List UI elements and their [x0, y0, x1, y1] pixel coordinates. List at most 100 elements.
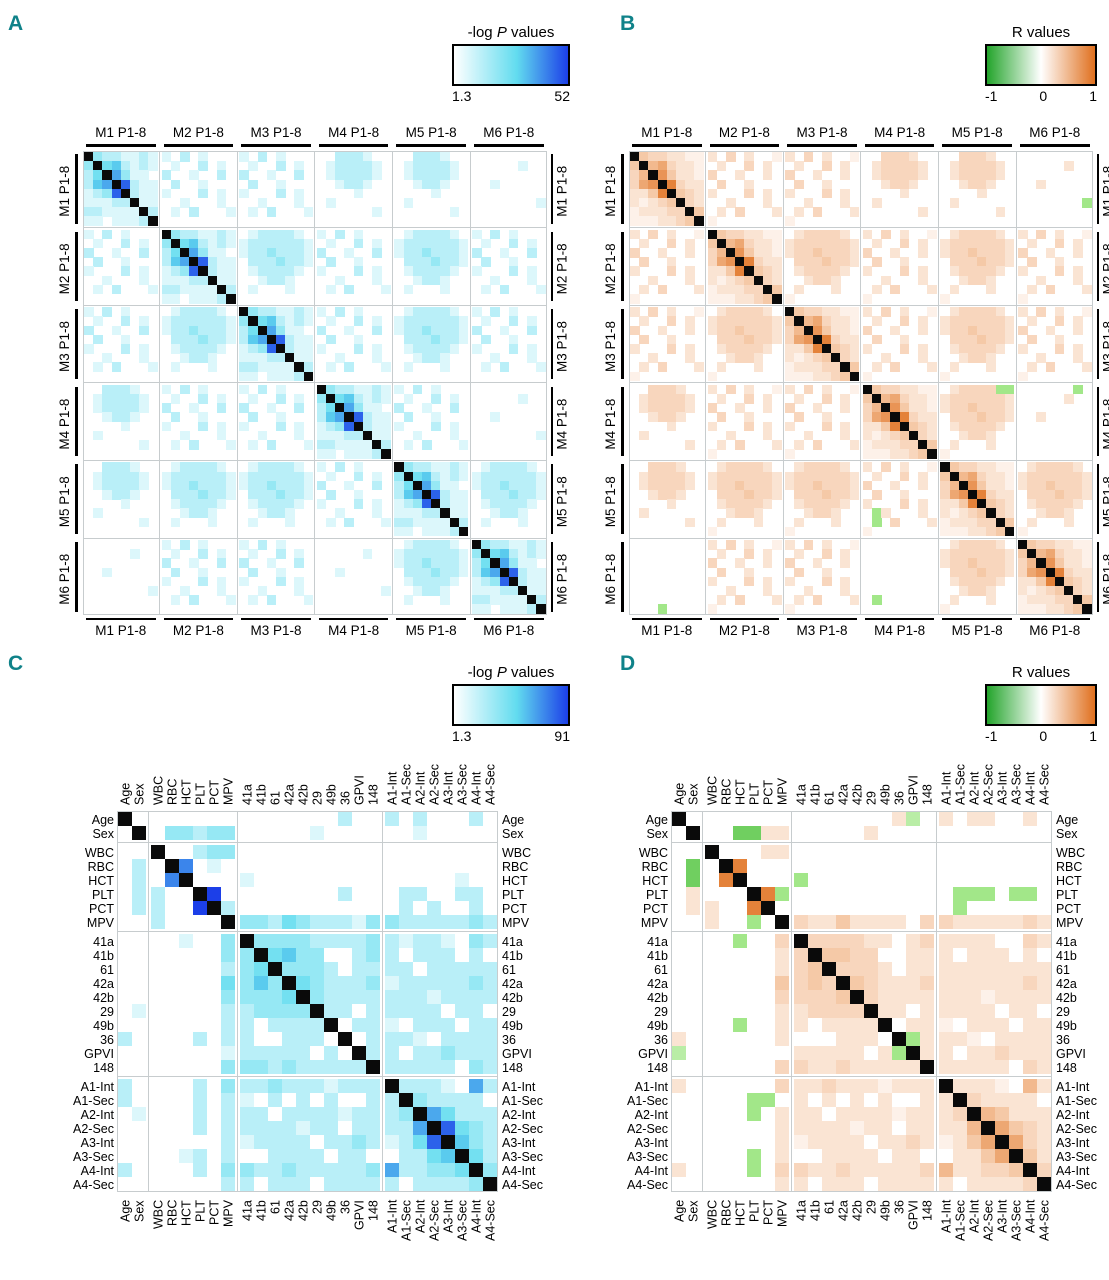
heatmap-cell: [102, 207, 112, 217]
heatmap-cell: [772, 490, 782, 500]
heatmap-cell: [862, 462, 873, 472]
heatmap-cell: [372, 403, 382, 413]
heatmap-cell: [472, 540, 482, 550]
heatmap-cell: [908, 449, 919, 459]
heatmap-cell: [949, 576, 960, 587]
heatmap-cell: [254, 962, 269, 977]
axis-tick-label: Sex: [132, 783, 147, 805]
heatmap-cell: [918, 161, 928, 171]
heatmap-cell: [139, 266, 149, 276]
heatmap-cell: [240, 1046, 255, 1061]
axis-tick-label: GPVI: [906, 1200, 921, 1230]
heatmap-cell: [850, 1046, 865, 1061]
heatmap-cell: [120, 403, 131, 413]
heatmap-cell: [399, 1121, 414, 1136]
heatmap-cell: [1027, 462, 1037, 472]
heatmap-cell: [198, 248, 208, 258]
axis-tick-label: MPV: [775, 777, 790, 805]
heatmap-cell: [198, 229, 208, 240]
heatmap-cell: [775, 1149, 790, 1164]
heatmap-cell: [198, 161, 208, 171]
heatmap-cell: [490, 558, 500, 568]
heatmap-cell: [1018, 266, 1028, 276]
heatmap-cell: [822, 567, 832, 578]
heatmap-cell: [981, 1135, 996, 1150]
heatmap-cell: [449, 248, 460, 258]
heatmap-cell: [130, 161, 140, 171]
heatmap-cell: [794, 873, 809, 888]
row-label: A3-Sec: [1056, 1149, 1097, 1164]
group-tick-bar: [75, 464, 78, 534]
heatmap-cell: [986, 384, 996, 395]
heatmap-cell: [639, 471, 649, 482]
heatmap-cell: [362, 440, 373, 450]
heatmap-cell: [1064, 490, 1074, 500]
heatmap-cell: [440, 353, 450, 363]
heatmap-cell: [872, 403, 882, 413]
heatmap-cell: [831, 284, 841, 295]
heatmap-cell: [864, 1018, 879, 1033]
heatmap-cell: [1018, 586, 1028, 596]
heatmap-cell: [490, 586, 500, 596]
heatmap-cell: [170, 316, 181, 326]
heatmap-cell: [449, 344, 460, 354]
heatmap-cell: [630, 170, 640, 180]
heatmap-cell: [139, 394, 149, 404]
heatmap-cell: [449, 567, 460, 578]
heatmap-cell: [282, 915, 297, 930]
heatmap-cell: [427, 1177, 442, 1192]
heatmap-cell: [324, 915, 339, 930]
heatmap-cell: [310, 1004, 325, 1019]
heatmap-cell: [161, 248, 172, 258]
heatmap-cell: [268, 915, 283, 930]
axis-tick-label: A2-Sec: [427, 764, 442, 805]
heatmap-cell: [1037, 915, 1052, 930]
heatmap-cell: [385, 948, 400, 963]
heatmap-cell: [394, 316, 404, 326]
heatmap-cell: [276, 188, 286, 199]
heatmap-cell: [240, 1060, 255, 1075]
heatmap-cell: [413, 1060, 428, 1075]
heatmap-cell: [772, 284, 782, 295]
heatmap-cell: [1018, 248, 1028, 258]
heatmap-cell: [949, 248, 960, 258]
heatmap-cell: [130, 152, 140, 162]
heatmap-cell: [908, 440, 919, 450]
heatmap-cell: [920, 1032, 935, 1047]
heatmap-cell: [920, 976, 935, 991]
heatmap-cell: [294, 549, 304, 559]
heatmap-cell: [207, 275, 218, 286]
heatmap-cell: [257, 238, 268, 249]
heatmap-cell: [394, 526, 404, 537]
heatmap-cell: [694, 207, 704, 217]
heatmap-cell: [920, 1163, 935, 1178]
heatmap-cell: [148, 586, 158, 596]
heatmap-cell: [207, 284, 218, 295]
axis-tick-label: Age: [118, 782, 133, 805]
heatmap-cell: [995, 1121, 1010, 1136]
heatmap-cell: [362, 421, 373, 432]
heatmap-cell: [399, 962, 414, 977]
heatmap-cell: [394, 248, 404, 258]
heatmap-cell: [639, 179, 649, 190]
heatmap-cell: [716, 471, 727, 482]
heatmap-cell: [707, 403, 718, 413]
heatmap-cell: [362, 384, 373, 395]
heatmap-cell: [1027, 471, 1037, 482]
heatmap-cell: [953, 1135, 968, 1150]
heatmap-cell: [822, 1163, 837, 1178]
heatmap-cell: [772, 257, 782, 267]
heatmap-cell: [508, 540, 519, 550]
heatmap-cell: [266, 275, 277, 286]
heatmap-cell: [1027, 499, 1037, 509]
heatmap-cell: [648, 188, 658, 199]
heatmap-cell: [1036, 604, 1046, 614]
heatmap-cell: [1036, 480, 1046, 491]
heatmap-cell: [762, 558, 773, 568]
heatmap-cell: [431, 384, 441, 395]
heatmap-cell: [836, 1018, 851, 1033]
heatmap-cell: [403, 161, 414, 171]
heatmap-cell: [239, 471, 249, 482]
heatmap-cell: [276, 334, 286, 345]
heatmap-cell: [483, 1135, 498, 1150]
